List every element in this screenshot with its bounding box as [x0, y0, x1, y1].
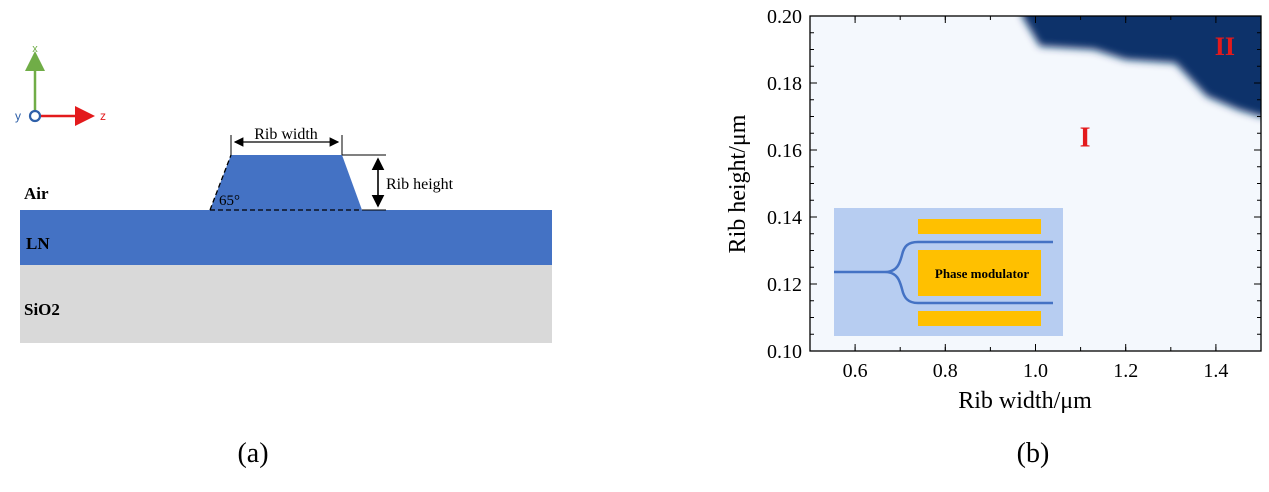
ln-label: LN [26, 234, 50, 253]
y-tick-label: 0.12 [767, 274, 802, 296]
angle-label: 65° [219, 193, 240, 209]
rib-width-label: Rib width [254, 126, 318, 143]
y-axis-label: Rib height/μm [725, 114, 751, 253]
panel-a: x y z Rib width Rib height 65° Air LN Si… [15, 43, 552, 469]
ln-slab [20, 210, 552, 265]
caption-a: (a) [237, 438, 268, 469]
electrode-bottom [918, 311, 1041, 326]
axis-y-label: y [15, 109, 21, 123]
caption-b: (b) [1017, 438, 1050, 469]
ln-rib [210, 155, 362, 210]
axis-x-label: x [32, 43, 38, 55]
y-tick-label: 0.10 [767, 341, 802, 363]
y-tick-label: 0.14 [767, 207, 802, 229]
y-tick-label: 0.16 [767, 140, 802, 162]
x-tick-label: 1.2 [1113, 360, 1138, 382]
axis-ticks: 0.6 0.8 1.0 1.2 1.4 0.10 0.12 0.14 0.16 0.18 0.20 [767, 6, 1262, 382]
electrode-top [918, 219, 1041, 234]
x-tick-label: 0.6 [843, 360, 868, 382]
region-ii-label: II [1215, 32, 1235, 61]
air-label: Air [24, 184, 49, 203]
x-tick-label: 0.8 [933, 360, 958, 382]
coordinate-axes-icon: x y z [15, 43, 106, 126]
region-i-label: I [1080, 123, 1091, 154]
sio2-layer [20, 265, 552, 343]
sio2-label: SiO2 [24, 300, 60, 319]
x-tick-label: 1.0 [1023, 360, 1048, 382]
heatmap-region-ii [1022, 16, 1261, 117]
y-tick-label: 0.18 [767, 73, 802, 95]
inset-phase-modulator: Phase modulator [834, 208, 1063, 336]
phase-modulator-label: Phase modulator [935, 266, 1029, 281]
axis-z-label: z [100, 109, 106, 123]
waveguide-path [834, 240, 1053, 305]
x-axis-label: Rib width/μm [958, 388, 1092, 414]
y-tick-label: 0.20 [767, 6, 802, 28]
x-tick-label: 1.4 [1203, 360, 1228, 382]
electrode-middle [918, 250, 1041, 296]
panel-b: Phase modulator I II 0.6 0.8 1.0 1.2 1.4 0.10… [725, 6, 1262, 469]
rib-height-label: Rib height [386, 176, 454, 193]
